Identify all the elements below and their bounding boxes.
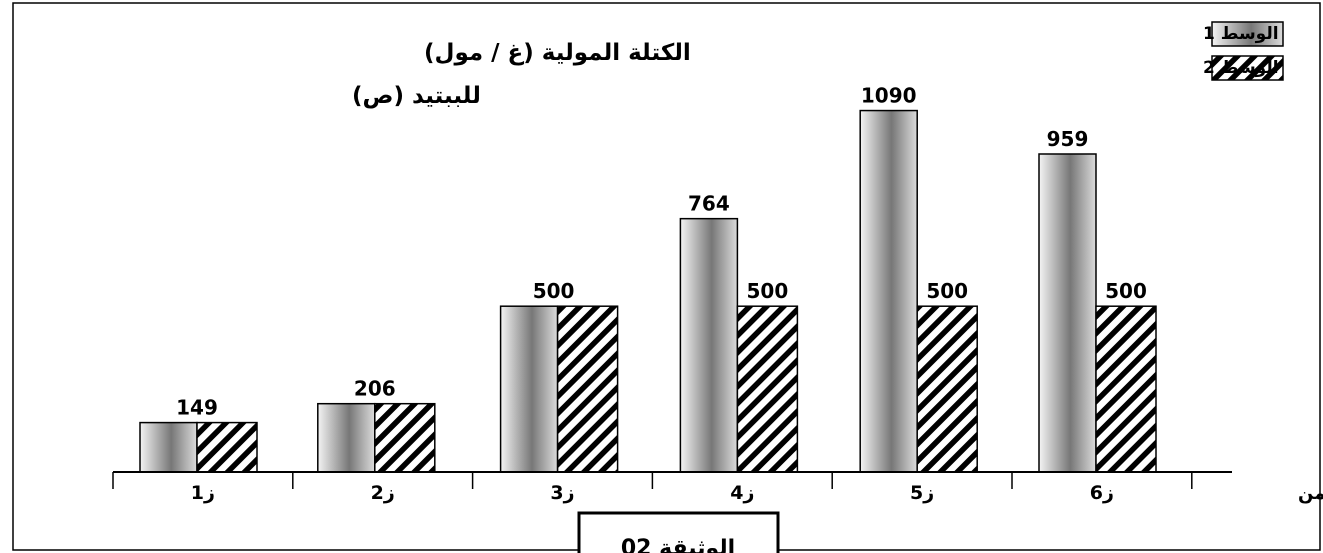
legend-label-series-1: الوسط 1 xyxy=(1203,24,1279,44)
bar-series-2-1 xyxy=(196,421,258,473)
bar-series-2-4 xyxy=(736,305,799,473)
chart-title-line-2: للببتيد (ص) xyxy=(352,83,481,109)
x-axis-tick-labels: ز1 ز2 ز3 ز4 ز5 ز6 xyxy=(191,482,1114,504)
x-tick-label-6: ز6 xyxy=(1090,482,1114,504)
value-label-series-2-4: 500 xyxy=(747,279,789,303)
value-label-series-1-5: 1090 xyxy=(861,84,917,108)
bar-series-1-1 xyxy=(139,421,198,473)
bar-series-2-3 xyxy=(556,305,619,473)
value-label-1: 149 xyxy=(176,396,218,420)
x-tick-label-5: ز5 xyxy=(910,482,934,504)
value-label-series-2-6: 500 xyxy=(1105,279,1147,303)
bar-series-1-4 xyxy=(679,217,739,473)
chart-title-line-1: الكتلة المولية (غ / مول) xyxy=(424,40,691,66)
document-label-box: الوثيقة 02 xyxy=(577,511,780,553)
bar-series-1-3 xyxy=(499,305,559,473)
value-label-2: 206 xyxy=(354,377,396,401)
legend-label-series-2: الوسط 2 xyxy=(1203,58,1279,78)
x-tick-label-4: ز4 xyxy=(730,482,754,504)
x-tick-label-1: ز1 xyxy=(191,482,215,504)
legend-swatch-series-1 xyxy=(1211,21,1284,47)
x-tick-label-2: ز2 xyxy=(371,482,395,504)
document-label: الوثيقة 02 xyxy=(621,536,735,553)
chart-legend: الوسط 1 الوسط 2 xyxy=(1203,21,1284,81)
bar-series-1-6 xyxy=(1038,153,1097,473)
bar-series-1-2 xyxy=(317,402,376,473)
chart-bars xyxy=(139,109,1157,473)
legend-swatch-series-2 xyxy=(1211,55,1284,81)
x-axis-ticks xyxy=(112,472,1193,489)
bar-series-2-2 xyxy=(374,402,436,473)
x-tick-label-3: ز3 xyxy=(550,482,574,504)
bar-series-2-5 xyxy=(916,305,978,473)
value-label-series-1-4: 764 xyxy=(688,192,730,216)
x-axis-title: الزمن xyxy=(1298,483,1323,504)
bar-series-2-6 xyxy=(1095,305,1157,473)
value-label-series-1-6: 959 xyxy=(1047,127,1089,151)
chart-value-labels: 149 206 500 764 500 1090 500 959 500 xyxy=(176,84,1147,420)
bar-series-1-5 xyxy=(859,109,918,473)
value-label-series-2-5: 500 xyxy=(926,279,968,303)
value-label-3: 500 xyxy=(533,279,575,303)
